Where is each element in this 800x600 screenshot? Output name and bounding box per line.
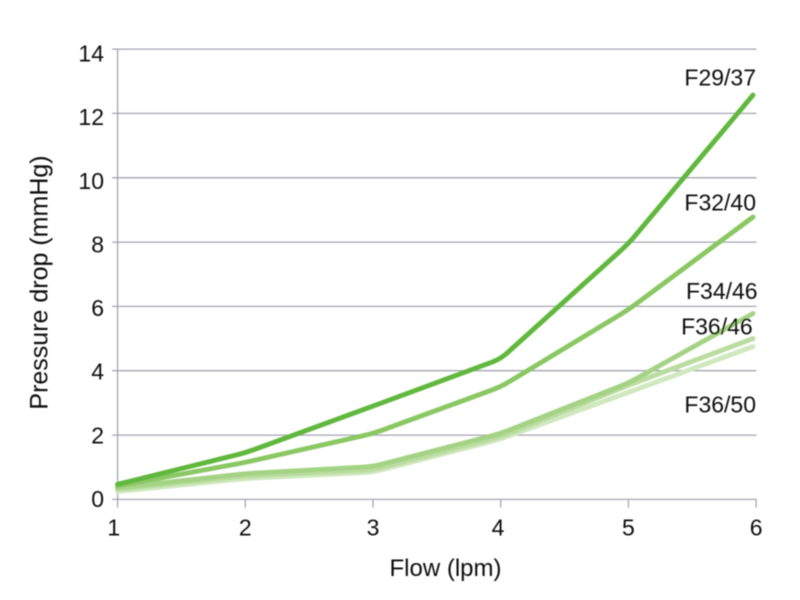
svg-text:3: 3 <box>367 515 380 541</box>
svg-text:F32/40: F32/40 <box>684 189 756 215</box>
svg-text:Pressure drop (mmHg): Pressure drop (mmHg) <box>26 155 54 409</box>
svg-text:0: 0 <box>91 486 104 512</box>
svg-text:2: 2 <box>239 515 252 541</box>
svg-text:10: 10 <box>78 168 104 194</box>
svg-text:12: 12 <box>78 104 104 130</box>
svg-text:2: 2 <box>91 422 104 448</box>
svg-text:6: 6 <box>750 515 763 541</box>
svg-text:1: 1 <box>107 515 120 541</box>
svg-text:F36/50: F36/50 <box>684 392 756 418</box>
svg-text:F29/37: F29/37 <box>684 65 756 91</box>
svg-text:Flow (lpm): Flow (lpm) <box>390 555 502 582</box>
svg-text:F34/46: F34/46 <box>686 278 758 304</box>
svg-text:4: 4 <box>91 359 104 385</box>
svg-text:5: 5 <box>622 515 635 541</box>
svg-text:14: 14 <box>78 41 104 67</box>
svg-text:4: 4 <box>492 515 505 541</box>
svg-text:8: 8 <box>91 231 104 257</box>
svg-text:6: 6 <box>91 295 104 321</box>
svg-text:F36/46: F36/46 <box>681 314 753 340</box>
